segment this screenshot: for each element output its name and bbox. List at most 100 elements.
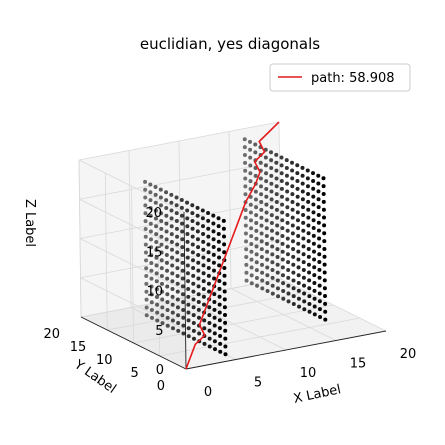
- obstacle-point: [149, 300, 154, 305]
- obstacle-point: [249, 234, 254, 239]
- obstacle-point: [143, 226, 148, 231]
- obstacle-point: [254, 213, 259, 218]
- obstacle-point: [322, 215, 326, 220]
- obstacle-point: [286, 260, 291, 265]
- obstacle-point: [149, 268, 154, 273]
- obstacle-point: [264, 241, 269, 246]
- obstacle-point: [306, 239, 311, 244]
- obstacle-point: [195, 221, 200, 226]
- obstacle-point: [153, 185, 158, 190]
- obstacle-point: [275, 239, 280, 244]
- obstacle-point: [317, 260, 322, 265]
- obstacle-point: [279, 171, 284, 176]
- obstacle-point: [171, 326, 175, 331]
- obstacle-point: [311, 241, 316, 246]
- obstacle-point: [307, 270, 312, 275]
- obstacle-point: [270, 268, 275, 273]
- obstacle-point: [249, 265, 254, 270]
- obstacle-point: [255, 283, 260, 288]
- obstacle-point: [295, 179, 300, 183]
- obstacle-point: [170, 263, 175, 268]
- obstacle-point: [323, 301, 328, 306]
- obstacle-point: [296, 226, 301, 231]
- obstacle-point: [143, 242, 148, 247]
- obstacle-point: [275, 270, 280, 275]
- obstacle-point: [291, 254, 296, 259]
- obstacle-point: [290, 168, 295, 173]
- obstacle-point: [175, 250, 180, 255]
- obstacle-point: [174, 211, 179, 216]
- obstacle-point: [259, 255, 264, 259]
- obstacle-point: [195, 213, 200, 218]
- x-tick-label: 5: [254, 376, 262, 391]
- obstacle-point: [269, 205, 274, 210]
- x-tick-label: 0: [204, 385, 212, 400]
- obstacle-point: [174, 203, 179, 208]
- obstacle-point: [290, 215, 295, 220]
- z-tick-label: 0: [156, 363, 164, 378]
- obstacle-point: [242, 145, 247, 150]
- obstacle-point: [249, 218, 253, 223]
- obstacle-point: [248, 179, 253, 184]
- obstacle-point: [312, 296, 317, 301]
- obstacle-point: [212, 339, 217, 344]
- obstacle-point: [300, 181, 305, 186]
- obstacle-point: [301, 260, 306, 265]
- obstacle-point: [175, 289, 180, 294]
- y-axis-line: [80, 316, 187, 370]
- obstacle-point: [159, 266, 164, 271]
- obstacle-point: [317, 252, 322, 257]
- obstacle-point: [290, 192, 295, 197]
- obstacle-point: [312, 304, 317, 309]
- obstacle-point: [323, 294, 327, 299]
- obstacle-point: [321, 192, 326, 196]
- obstacle-point: [259, 192, 264, 197]
- obstacle-point: [223, 328, 228, 333]
- obstacle-point: [285, 197, 290, 202]
- obstacle-point: [317, 291, 322, 296]
- obstacle-point: [175, 273, 180, 278]
- obstacle-point: [284, 158, 289, 163]
- obstacle-point: [149, 308, 154, 313]
- obstacle-point: [311, 178, 316, 183]
- obstacle-point: [254, 275, 259, 280]
- obstacle-point: [274, 200, 279, 204]
- obstacle-point: [185, 271, 190, 276]
- obstacle-point: [280, 194, 284, 199]
- obstacle-point: [212, 331, 217, 336]
- obstacle-point: [143, 203, 148, 208]
- obstacle-point: [311, 186, 316, 191]
- obstacle-point: [165, 315, 170, 320]
- obstacle-point: [222, 305, 227, 310]
- obstacle-point: [305, 168, 310, 173]
- obstacle-point: [185, 263, 190, 268]
- obstacle-point: [296, 296, 301, 301]
- obstacle-point: [185, 200, 190, 205]
- obstacle-point: [264, 202, 269, 207]
- obstacle-point: [285, 228, 290, 233]
- obstacle-point: [222, 281, 227, 286]
- obstacle-point: [144, 266, 149, 271]
- obstacle-point: [217, 318, 222, 323]
- obstacle-point: [180, 213, 184, 218]
- obstacle-point: [175, 297, 180, 302]
- obstacle-point: [316, 181, 321, 186]
- obstacle-point: [259, 239, 264, 244]
- obstacle-point: [148, 190, 153, 195]
- z-axis-label: Z Label: [22, 199, 37, 247]
- obstacle-point: [296, 265, 301, 270]
- obstacle-point: [191, 281, 196, 286]
- obstacle-point: [263, 163, 268, 168]
- x-tick-label: 10: [300, 366, 317, 381]
- obstacle-point: [322, 278, 327, 283]
- obstacle-point: [186, 334, 191, 339]
- obstacle-point: [202, 326, 207, 331]
- obstacle-point: [264, 234, 269, 239]
- obstacle-point: [248, 155, 253, 160]
- obstacle-point: [216, 231, 221, 236]
- obstacle-point: [185, 239, 190, 244]
- grid-line: [79, 198, 185, 252]
- obstacle-plane-1: [143, 179, 228, 357]
- obstacle-point: [181, 315, 186, 320]
